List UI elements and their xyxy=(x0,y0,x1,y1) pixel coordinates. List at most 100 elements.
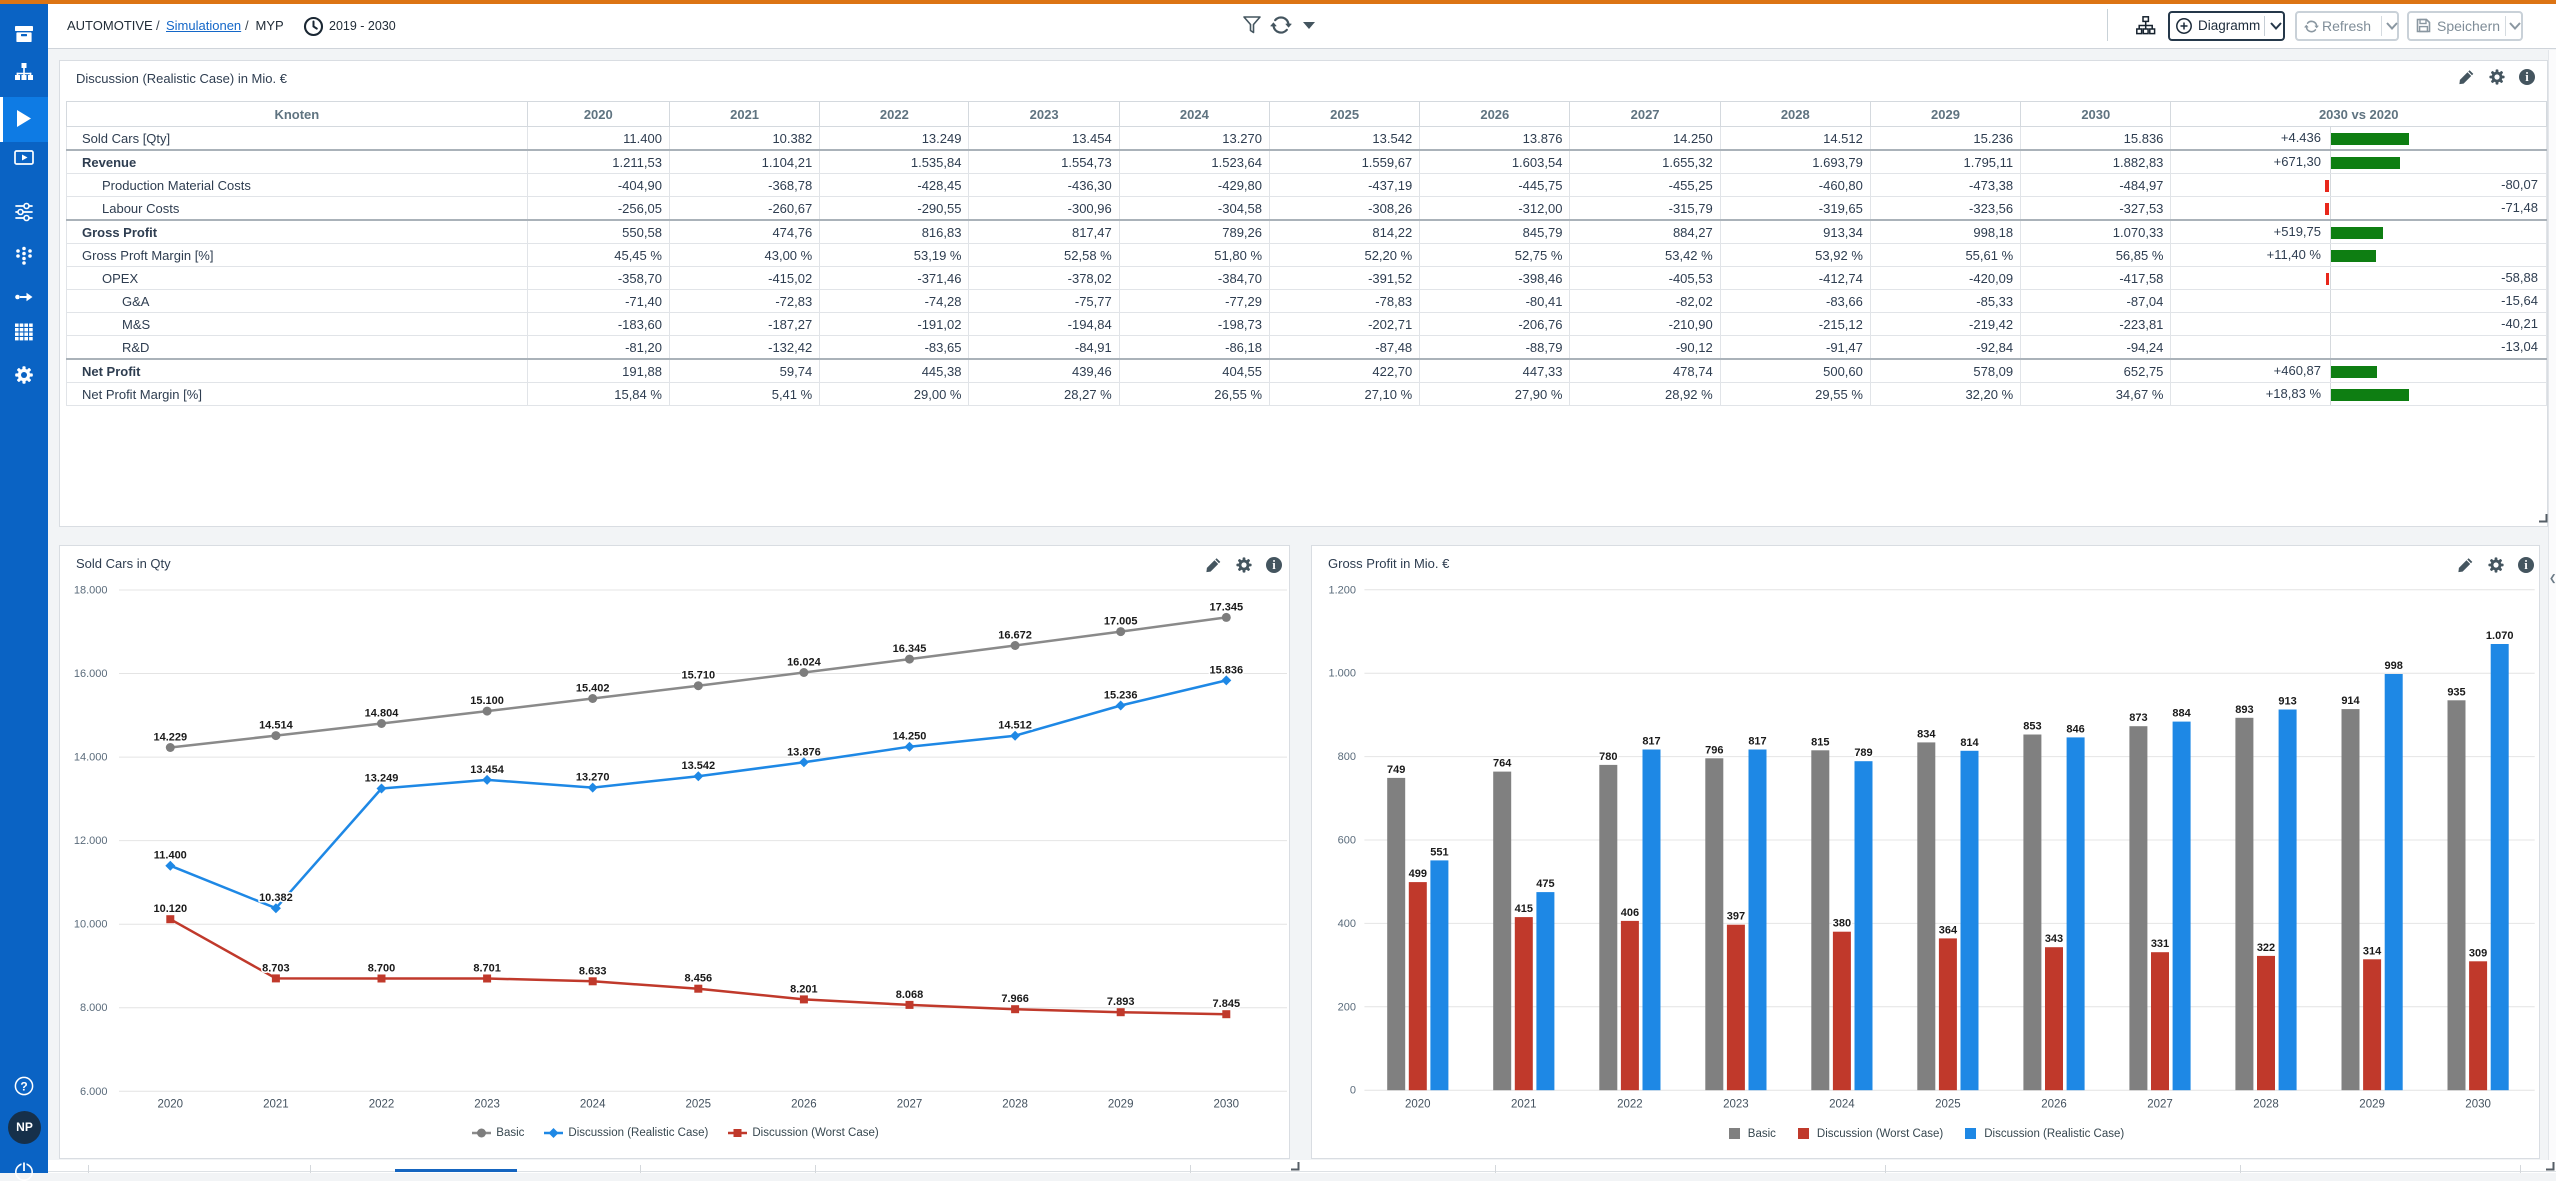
svg-text:200: 200 xyxy=(1338,1001,1356,1013)
svg-text:600: 600 xyxy=(1338,835,1356,847)
svg-text:2023: 2023 xyxy=(474,1099,500,1111)
svg-text:1.200: 1.200 xyxy=(1328,584,1356,596)
svg-text:1.070: 1.070 xyxy=(2486,630,2514,642)
svg-text:8.700: 8.700 xyxy=(368,963,396,975)
svg-text:14.250: 14.250 xyxy=(893,731,927,743)
svg-text:7.845: 7.845 xyxy=(1213,998,1241,1010)
svg-text:8.456: 8.456 xyxy=(685,973,713,985)
svg-text:814: 814 xyxy=(1960,737,1979,749)
svg-text:15.710: 15.710 xyxy=(681,670,715,682)
svg-text:14.514: 14.514 xyxy=(259,720,294,732)
svg-text:380: 380 xyxy=(1833,918,1851,930)
svg-text:8.633: 8.633 xyxy=(579,965,607,977)
svg-text:10.000: 10.000 xyxy=(74,919,108,931)
svg-text:8.000: 8.000 xyxy=(80,1002,108,1014)
svg-text:873: 873 xyxy=(2129,712,2147,724)
svg-text:2023: 2023 xyxy=(1723,1099,1749,1111)
svg-text:13.270: 13.270 xyxy=(576,772,610,784)
svg-text:2030: 2030 xyxy=(2465,1099,2491,1111)
svg-text:18.000: 18.000 xyxy=(74,585,108,597)
svg-text:884: 884 xyxy=(2172,708,2191,720)
svg-text:364: 364 xyxy=(1939,924,1958,936)
svg-text:331: 331 xyxy=(2151,938,2169,950)
svg-text:998: 998 xyxy=(2385,660,2403,672)
svg-text:2027: 2027 xyxy=(2147,1099,2173,1111)
svg-text:15.100: 15.100 xyxy=(470,695,504,707)
svg-text:780: 780 xyxy=(1599,751,1617,763)
svg-text:499: 499 xyxy=(1409,868,1427,880)
svg-text:397: 397 xyxy=(1727,911,1745,923)
svg-text:8.703: 8.703 xyxy=(262,962,290,974)
svg-text:11.400: 11.400 xyxy=(154,850,187,862)
svg-text:16.024: 16.024 xyxy=(787,657,822,669)
svg-text:8.201: 8.201 xyxy=(790,983,818,995)
svg-text:764: 764 xyxy=(1493,758,1512,770)
svg-text:i: i xyxy=(2524,558,2528,572)
svg-text:343: 343 xyxy=(2045,933,2063,945)
svg-text:846: 846 xyxy=(2066,723,2084,735)
svg-text:13.454: 13.454 xyxy=(470,764,505,776)
svg-text:2022: 2022 xyxy=(1617,1099,1643,1111)
svg-text:400: 400 xyxy=(1338,918,1356,930)
svg-text:2022: 2022 xyxy=(369,1099,395,1111)
svg-text:16.672: 16.672 xyxy=(998,630,1032,642)
svg-text:2020: 2020 xyxy=(158,1099,184,1111)
svg-text:406: 406 xyxy=(1621,907,1639,919)
svg-text:800: 800 xyxy=(1338,751,1356,763)
svg-text:i: i xyxy=(2525,70,2529,84)
svg-text:17.345: 17.345 xyxy=(1209,601,1243,613)
svg-text:314: 314 xyxy=(2363,945,2382,957)
svg-text:2024: 2024 xyxy=(580,1099,606,1111)
svg-text:2025: 2025 xyxy=(1935,1099,1961,1111)
svg-text:i: i xyxy=(1272,558,1276,572)
svg-text:2026: 2026 xyxy=(791,1099,817,1111)
svg-text:551: 551 xyxy=(1430,846,1448,858)
svg-text:14.512: 14.512 xyxy=(998,720,1032,732)
svg-text:2021: 2021 xyxy=(263,1099,289,1111)
svg-text:834: 834 xyxy=(1917,728,1936,740)
svg-text:2028: 2028 xyxy=(1002,1099,1028,1111)
svg-text:13.876: 13.876 xyxy=(787,746,821,758)
svg-text:2027: 2027 xyxy=(897,1099,923,1111)
svg-text:15.236: 15.236 xyxy=(1104,690,1138,702)
svg-text:1.000: 1.000 xyxy=(1328,668,1356,680)
svg-text:309: 309 xyxy=(2469,947,2487,959)
svg-text:817: 817 xyxy=(1748,736,1766,748)
svg-text:935: 935 xyxy=(2447,686,2465,698)
svg-text:322: 322 xyxy=(2257,942,2275,954)
svg-text:789: 789 xyxy=(1854,747,1872,759)
svg-text:2020: 2020 xyxy=(1405,1099,1431,1111)
svg-text:2029: 2029 xyxy=(1108,1099,1134,1111)
svg-text:8.701: 8.701 xyxy=(473,963,501,975)
svg-text:796: 796 xyxy=(1705,744,1723,756)
svg-text:817: 817 xyxy=(1642,736,1660,748)
svg-text:475: 475 xyxy=(1536,878,1554,890)
svg-text:15.402: 15.402 xyxy=(576,683,610,695)
svg-text:7.893: 7.893 xyxy=(1107,996,1135,1008)
svg-text:2028: 2028 xyxy=(2253,1099,2279,1111)
svg-text:15.836: 15.836 xyxy=(1209,664,1243,676)
svg-text:0: 0 xyxy=(1350,1085,1356,1097)
svg-text:16.000: 16.000 xyxy=(74,668,108,680)
svg-text:913: 913 xyxy=(2278,696,2296,708)
svg-text:13.249: 13.249 xyxy=(365,773,399,785)
svg-text:2021: 2021 xyxy=(1511,1099,1537,1111)
svg-text:7.966: 7.966 xyxy=(1001,993,1029,1005)
svg-text:12.000: 12.000 xyxy=(74,835,108,847)
svg-text:749: 749 xyxy=(1387,764,1405,776)
svg-text:8.068: 8.068 xyxy=(896,989,924,1001)
svg-text:10.120: 10.120 xyxy=(153,903,187,915)
svg-text:?: ? xyxy=(20,1080,27,1094)
svg-text:415: 415 xyxy=(1515,903,1533,915)
svg-text:13.542: 13.542 xyxy=(681,760,715,772)
svg-text:17.005: 17.005 xyxy=(1104,616,1138,628)
svg-text:6.000: 6.000 xyxy=(80,1086,108,1098)
svg-text:853: 853 xyxy=(2023,721,2041,733)
svg-text:14.229: 14.229 xyxy=(153,732,187,744)
svg-text:2024: 2024 xyxy=(1829,1099,1855,1111)
svg-text:2030: 2030 xyxy=(1214,1099,1240,1111)
svg-text:2026: 2026 xyxy=(2041,1099,2067,1111)
svg-text:2029: 2029 xyxy=(2359,1099,2385,1111)
svg-text:914: 914 xyxy=(2341,695,2360,707)
svg-text:16.345: 16.345 xyxy=(893,643,927,655)
